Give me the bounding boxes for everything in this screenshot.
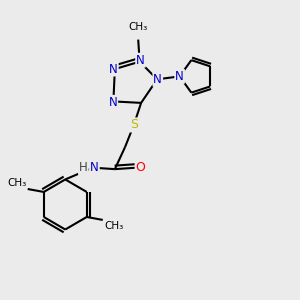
Text: N: N — [136, 54, 145, 67]
Text: CH₃: CH₃ — [104, 221, 124, 231]
Text: H: H — [79, 161, 88, 174]
Text: N: N — [90, 161, 99, 174]
Text: S: S — [130, 118, 138, 131]
Text: N: N — [108, 96, 117, 109]
Text: O: O — [136, 161, 146, 174]
Text: N: N — [153, 73, 162, 86]
Text: CH₃: CH₃ — [7, 178, 26, 188]
Text: N: N — [175, 70, 184, 83]
Text: CH₃: CH₃ — [129, 22, 148, 32]
Text: N: N — [109, 62, 118, 76]
